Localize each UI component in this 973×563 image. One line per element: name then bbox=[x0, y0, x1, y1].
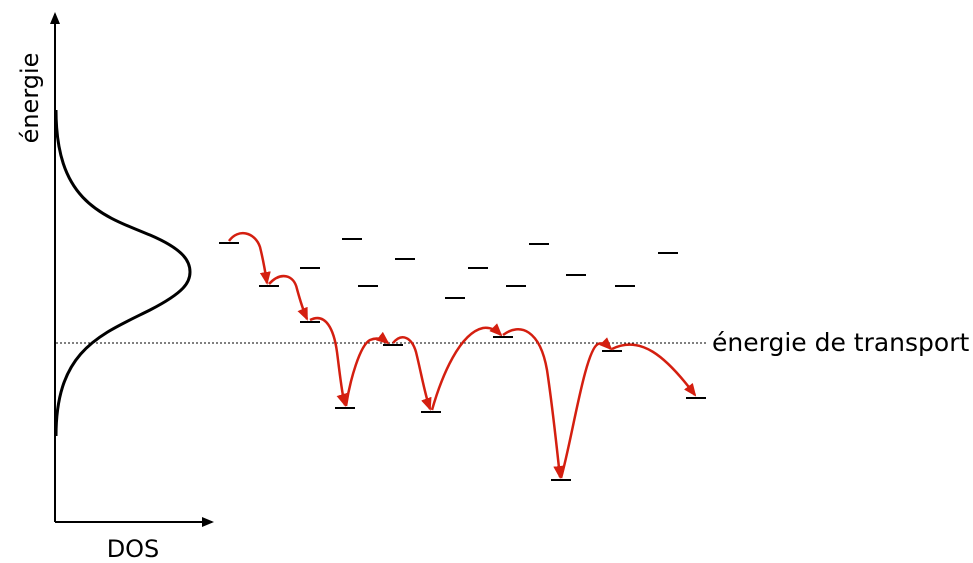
hop-arrow bbox=[344, 331, 390, 407]
x-axis-label: DOS bbox=[107, 535, 160, 563]
energy-levels bbox=[219, 238, 706, 481]
hopping-path bbox=[227, 231, 697, 479]
hop-arrow bbox=[611, 343, 697, 397]
hop-arrow bbox=[227, 231, 271, 285]
hop-arrow bbox=[430, 323, 503, 411]
hop-arrow bbox=[559, 337, 613, 479]
y-axis-label: énergie bbox=[16, 53, 44, 144]
hop-arrow bbox=[392, 336, 432, 411]
hop-arrow bbox=[309, 316, 348, 407]
dos-gaussian-curve bbox=[54, 109, 192, 437]
transport-energy-label: énergie de transport bbox=[712, 328, 969, 357]
hop-arrow bbox=[268, 274, 309, 321]
hop-arrow bbox=[502, 328, 565, 479]
